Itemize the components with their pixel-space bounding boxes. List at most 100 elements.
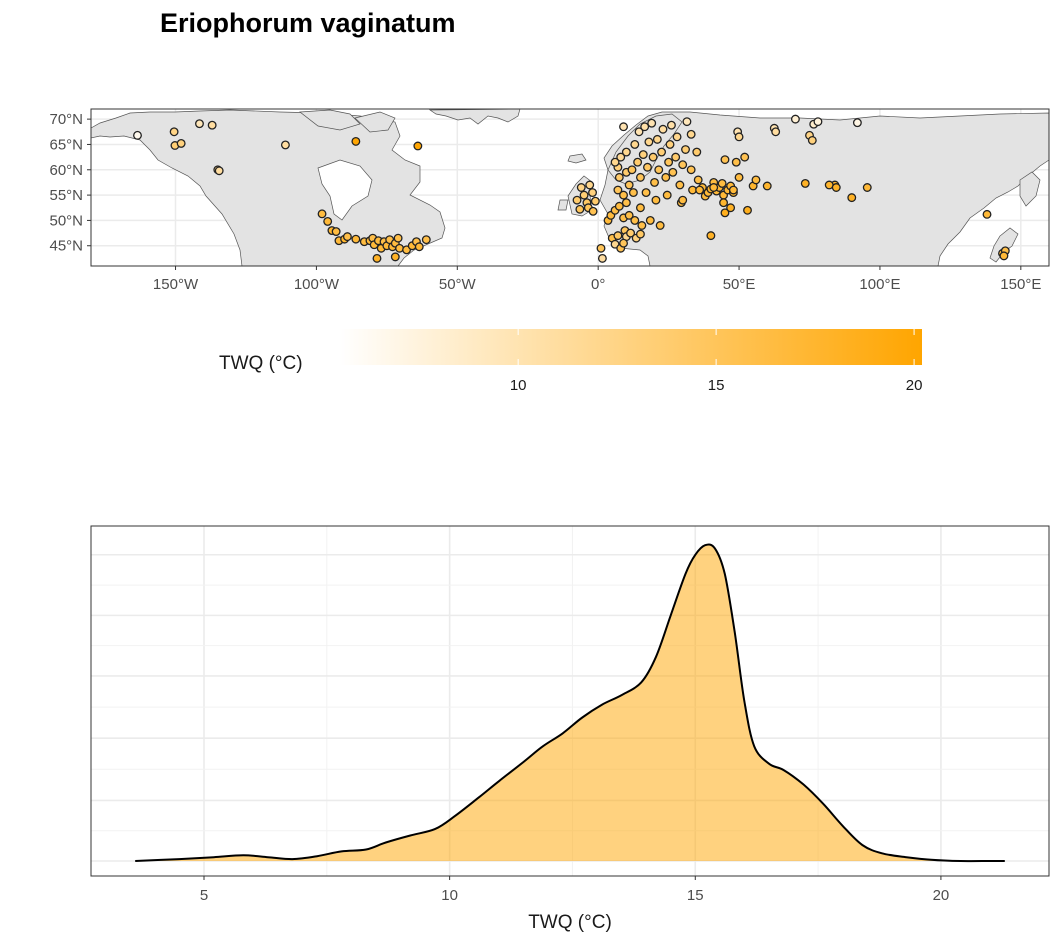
map-occurrence-point (588, 206, 598, 216)
map-occurrence-point (813, 117, 823, 127)
map-occurrence-point (982, 209, 992, 219)
map-x-tick-label: 50°W (439, 276, 477, 293)
landmass-hudson-bay (317, 159, 373, 221)
density-x-tick-label: 15 (687, 887, 704, 904)
map-occurrence-point (678, 160, 688, 170)
density-x-tick-label: 5 (200, 887, 208, 904)
map-occurrence-point (395, 243, 404, 253)
map-occurrence-point (692, 147, 702, 157)
landmass-north-america (90, 109, 446, 267)
map-occurrence-point (637, 221, 647, 230)
map-occurrence-point (635, 229, 645, 239)
map-occurrence-point (807, 135, 817, 145)
map-y-tick-label: 65°N (49, 136, 83, 153)
map-occurrence-point (280, 140, 290, 150)
map-occurrence-point (626, 228, 636, 238)
map-occurrence-point (572, 195, 582, 205)
map-occurrence-point (693, 175, 703, 185)
map-occurrence-point (648, 152, 658, 162)
map-x-axis: 150°W 100°W 50°W 0° 50°E 100°E 150°E (153, 266, 1041, 293)
map-occurrence-point (734, 132, 744, 142)
map-occurrence-point (372, 253, 382, 263)
map-occurrence-point (652, 134, 662, 144)
map-y-tick-label: 60°N (49, 162, 83, 179)
map-occurrence-point (585, 180, 595, 190)
map-occurrence-point (800, 178, 810, 188)
map-occurrence-point (351, 234, 361, 244)
map-occurrence-point (852, 118, 862, 128)
map-occurrence-point (635, 172, 645, 182)
map-occurrence-point (619, 238, 628, 248)
map-occurrence-point (664, 157, 674, 167)
map-occurrence-point (393, 233, 403, 243)
map-occurrence-point (575, 204, 585, 214)
map-occurrence-point (331, 227, 341, 237)
map-occurrence-point (195, 119, 204, 129)
map-occurrence-point (657, 147, 667, 157)
map-occurrence-point (624, 180, 634, 190)
map-occurrence-point (771, 127, 781, 137)
map-occurrence-point (831, 183, 841, 192)
map-landmasses (90, 108, 1050, 267)
legend-tick-label: 20 (906, 377, 923, 394)
map-occurrence-point (743, 205, 752, 215)
map-occurrence-point (675, 180, 685, 190)
map-occurrence-point (640, 122, 650, 132)
map-occurrence-point (633, 157, 643, 167)
map-occurrence-point (630, 215, 640, 225)
map-occurrence-point (665, 140, 675, 149)
density-x-axis: 5 10 15 20 (200, 876, 949, 904)
landmass-kamchatka (1019, 171, 1041, 207)
color-legend: TWQ (°C) 10 15 20 (219, 329, 922, 394)
map-occurrence-point (613, 185, 623, 195)
map-occurrence-point (671, 152, 681, 162)
map-occurrence-point (654, 165, 664, 175)
map-occurrence-point (686, 129, 696, 139)
map-occurrence-point (588, 188, 597, 198)
density-curve (135, 543, 1005, 863)
density-panel: 5 10 15 20 TWQ (°C) (90, 525, 1050, 933)
map-plot-border (90, 108, 1050, 267)
map-occurrence-point (655, 221, 665, 230)
map-occurrence-point (614, 201, 624, 211)
map-occurrence-point (672, 132, 682, 142)
map-occurrence-point (726, 203, 736, 213)
density-x-tick-label: 20 (933, 887, 950, 904)
map-panel: 150°W 100°W 50°W 0° 50°E 100°E 150°E 45°N 50°N 5… (49, 108, 1050, 293)
map-occurrence-point (390, 252, 400, 262)
map-occurrence-point (641, 188, 651, 198)
map-occurrence-point (720, 208, 730, 218)
map-occurrence-point (790, 114, 800, 124)
legend-ticks: 10 15 20 (510, 329, 923, 394)
map-occurrence-point (133, 130, 142, 140)
map-y-tick-label: 70°N (49, 111, 83, 128)
map-occurrence-point (323, 216, 333, 226)
landmass-arctic-islands (299, 109, 396, 133)
map-occurrence-point (695, 185, 705, 195)
map-occurrence-point (576, 183, 586, 192)
map-occurrence-point (651, 195, 661, 205)
landmass-iceland (567, 153, 587, 164)
map-occurrence-point (681, 145, 690, 154)
map-occurrence-point (597, 253, 607, 263)
density-area (135, 544, 1005, 862)
map-occurrence-point (621, 198, 631, 208)
map-occurrence-point (579, 190, 589, 200)
map-occurrence-point (342, 232, 352, 242)
map-occurrence-point (682, 117, 692, 127)
map-x-tick-label: 150°W (153, 276, 199, 293)
legend-colorbar (340, 329, 922, 365)
map-occurrence-point (624, 210, 634, 220)
map-occurrence-point (847, 193, 857, 203)
map-occurrence-point (214, 166, 224, 176)
map-occurrence-point (627, 165, 637, 175)
map-occurrence-point (662, 190, 672, 200)
map-occurrence-point (634, 127, 644, 137)
map-occurrence-point (613, 231, 623, 241)
map-occurrence-point (650, 177, 659, 187)
map-occurrence-point (590, 196, 600, 206)
map-y-tick-label: 50°N (49, 212, 83, 229)
map-occurrence-point (645, 215, 655, 225)
map-occurrence-point (717, 178, 727, 188)
